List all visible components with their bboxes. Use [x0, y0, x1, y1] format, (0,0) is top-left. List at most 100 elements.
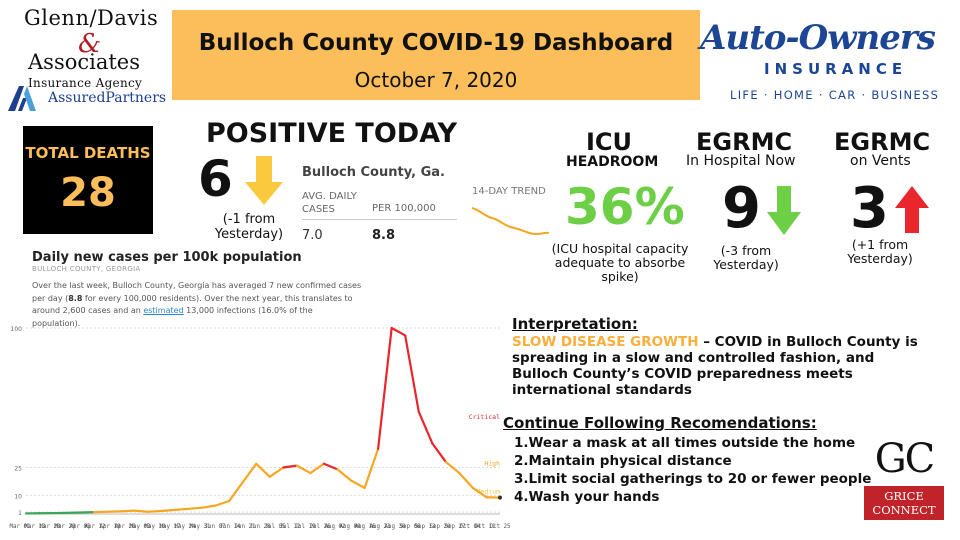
interpretation-text: – COVID in Bulloch County is spreading i… [512, 334, 918, 398]
county-name: Bulloch County, Ga. [302, 165, 445, 180]
egrmc-hospital-subtitle: In Hospital Now [686, 153, 796, 169]
x-tick-label: Sep 20 [430, 524, 451, 530]
arrow-down-icon [767, 186, 801, 235]
avg-daily-cases-header: AVG. DAILY CASES [302, 191, 357, 215]
series-segment [295, 464, 312, 475]
list-item: 2.Maintain physical distance [514, 453, 732, 469]
series-segment [458, 471, 475, 490]
current-point [498, 495, 502, 500]
auto-owners-name: Auto-Owners [700, 18, 936, 58]
x-tick-label: Oct 25 [490, 524, 510, 530]
grice-box: GRICE CONNECT [864, 486, 944, 520]
x-tick-label: Apr 26 [115, 524, 136, 530]
desc-part-a: Over the last week, Bulloch County, Geor… [32, 281, 362, 303]
y-tick-label: 10 [14, 493, 22, 500]
per-100k-header: PER 100,000 [372, 203, 436, 214]
egrmc-hospital-note: (-3 from Yesterday) [713, 243, 779, 272]
grice-connect-logo: GC GRICE CONNECT [862, 436, 946, 522]
trend-label: 14-DAY TREND [472, 186, 546, 197]
icu-note: (ICU hospital capacity adequate to absor… [551, 241, 689, 284]
chart-title: Daily new cases per 100k population [32, 250, 302, 265]
series-segment [133, 509, 149, 513]
interpretation-heading: Interpretation: [512, 315, 638, 333]
positive-today-label: POSITIVE TODAY [206, 118, 458, 149]
x-tick-label: Oct 04 [460, 524, 481, 530]
positive-today-value: 6 [198, 150, 233, 208]
series-segment [471, 486, 488, 499]
desc-part-b: for every 100,000 residents). Over the n… [32, 293, 353, 316]
series-segment [363, 447, 380, 490]
assured-partners-mark-icon [8, 86, 36, 111]
x-tick-label: Aug 16 [355, 524, 376, 530]
x-tick-label: Mar 13 [25, 524, 46, 530]
x-tick-label: Apr 19 [100, 524, 121, 530]
total-deaths-value: 28 [60, 170, 116, 216]
arrow-down-icon [245, 156, 283, 205]
x-tick-label: Mar 20 [40, 524, 61, 530]
series-segment [444, 460, 461, 475]
series-segment [322, 462, 339, 471]
list-item: 4.Wash your hands [514, 489, 660, 505]
auto-owners-logo: Auto-Owners INSURANCE LIFE · HOME · CAR … [700, 18, 958, 108]
threshold-label: Medium [477, 487, 501, 495]
recommendations-heading: Continue Following Recomendations: [503, 414, 817, 432]
desc-bold: 8.8 [68, 293, 83, 303]
threshold-label: Critical [469, 413, 500, 421]
series-segment [214, 499, 231, 507]
x-tick-label: Mar 01 [10, 524, 31, 530]
total-deaths-label: TOTAL DEATHS [25, 144, 151, 162]
x-tick-label: Sep 27 [445, 524, 466, 530]
x-tick-label: Jun 14 [220, 524, 241, 530]
estimated-link[interactable]: estimated [143, 306, 184, 315]
series-segment [417, 410, 434, 445]
table-divider [302, 219, 457, 220]
x-tick-label: May 10 [145, 524, 166, 530]
series-segment [228, 481, 244, 503]
glenn-davis-logo: Glenn/Davis & Associates Insurance Agenc… [6, 6, 166, 112]
x-tick-label: Apr 05 [70, 524, 91, 530]
page-title: Bulloch County COVID-19 Dashboard [198, 30, 674, 56]
x-tick-label: Sep 13 [415, 524, 436, 530]
series-segment [200, 504, 217, 509]
x-tick-label: Jun 28 [250, 524, 271, 530]
logo-line-3: Insurance Agency [28, 76, 143, 90]
x-tick-label: Jun 21 [235, 524, 256, 530]
daily-cases-chart: 11025100CriticalHighMediumMed-LowMar 01M… [10, 326, 510, 530]
grice-line-1: GRICE [884, 489, 924, 503]
series-segment [119, 509, 136, 513]
y-tick-label: 25 [14, 466, 22, 473]
chart-description: Over the last week, Bulloch County, Geor… [32, 280, 362, 330]
arrow-up-icon [895, 186, 929, 233]
x-tick-label: Jul 19 [295, 524, 316, 530]
egrmc-hospital-value: 9 [722, 176, 761, 241]
threshold-label: High [484, 460, 500, 468]
grice-line-2: CONNECT [872, 503, 936, 517]
x-tick-label: May 17 [160, 524, 181, 530]
logo-line-4: AssuredPartners [48, 90, 167, 106]
x-tick-label: Jun 07 [205, 524, 226, 530]
egrmc-vents-subtitle: on Vents [850, 153, 911, 169]
egrmc-vents-title: EGRMC [834, 128, 931, 156]
auto-owners-insurance: INSURANCE [764, 60, 908, 78]
egrmc-vents-value: 3 [850, 176, 889, 241]
trend-sparkline [471, 207, 550, 236]
series-segment [187, 506, 204, 510]
page-date: October 7, 2020 [354, 68, 518, 92]
avg-daily-cases-value: 7.0 [302, 228, 323, 243]
icu-value: 36% [565, 178, 685, 236]
positive-today-note: (-1 from Yesterday) [214, 212, 284, 242]
series-segment [349, 479, 366, 490]
recommendations-list: 1.Wear a mask at all times outside the h… [514, 434, 871, 506]
interpretation-body: SLOW DISEASE GROWTH – COVID in Bulloch C… [512, 334, 932, 398]
x-tick-label: Oct 11 [475, 524, 496, 530]
series-segment [173, 507, 190, 512]
series-segment [377, 326, 393, 450]
y-tick-label: 1 [18, 510, 22, 517]
series-segment [404, 334, 420, 413]
grice-letters: GC [874, 436, 936, 482]
series-segment [390, 326, 407, 337]
total-deaths-card: TOTAL DEATHS 28 [23, 126, 153, 234]
series-segment [336, 468, 353, 482]
x-tick-label: Jul 05 [265, 524, 286, 530]
logo-line-2: Associates [28, 50, 141, 74]
